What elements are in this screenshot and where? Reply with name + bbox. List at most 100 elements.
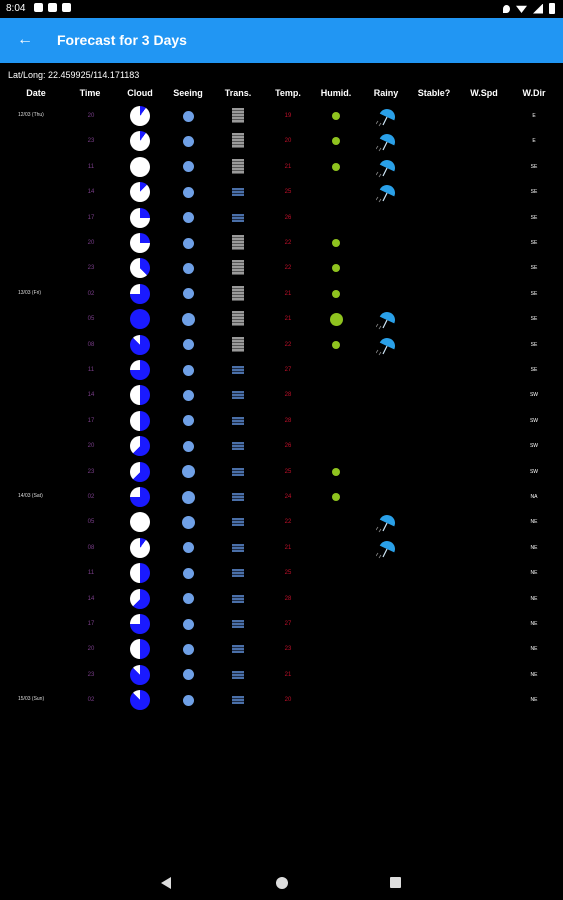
table-row: 08 22 SE	[0, 333, 563, 358]
humidity-icon	[332, 493, 340, 501]
transparency-icon	[232, 416, 244, 425]
umbrella-icon	[375, 158, 398, 178]
row-time: 20	[87, 646, 95, 653]
row-wind-direction: SE	[530, 240, 538, 246]
umbrella-icon	[375, 132, 398, 152]
row-temp: 21	[284, 163, 292, 170]
table-row: 23 22 SE	[0, 256, 563, 281]
seeing-icon	[181, 515, 195, 529]
seeing-icon	[182, 339, 194, 351]
humidity-icon	[329, 312, 343, 326]
notification-icon	[48, 3, 57, 12]
row-temp: 20	[284, 138, 292, 145]
umbrella-icon	[375, 310, 398, 330]
transparency-icon	[232, 493, 244, 501]
row-wind-direction: NA	[530, 494, 538, 500]
seeing-icon	[182, 135, 194, 147]
row-temp: 22	[284, 341, 292, 348]
seeing-icon	[182, 694, 194, 706]
transparency-icon	[232, 366, 244, 374]
nav-back-icon[interactable]	[161, 877, 171, 889]
seeing-icon	[181, 312, 195, 326]
column-header: W.Dir	[522, 88, 546, 98]
table-header: Date Time Cloud Seeing Trans. Temp. Humid. Rain…	[0, 88, 563, 102]
row-date: 15/03 (Sun)	[18, 696, 45, 703]
notification-icon	[62, 3, 71, 12]
cloud-cover-icon	[130, 258, 150, 279]
umbrella-icon	[375, 513, 398, 533]
row-wind-direction: SW	[529, 392, 539, 399]
row-time: 02	[87, 697, 95, 704]
table-row: 11 25 NE	[0, 561, 563, 586]
seeing-icon	[182, 593, 194, 605]
row-time: 23	[87, 671, 95, 678]
humidity-icon	[332, 137, 340, 146]
table-row: 13/03 (Fri) 02 21 SE	[0, 282, 563, 307]
cloud-cover-icon	[130, 690, 150, 711]
row-date: 14/03 (Sat)	[18, 493, 43, 499]
table-row: 14 25 SE	[0, 180, 563, 205]
row-temp: 19	[284, 113, 292, 119]
app-bar: ← Forecast for 3 Days	[0, 18, 563, 63]
cloud-cover-icon	[130, 410, 150, 431]
row-temp: 28	[284, 392, 292, 399]
notification-icons	[34, 3, 71, 12]
seeing-icon	[182, 364, 194, 376]
row-temp: 22	[284, 240, 292, 246]
row-wind-direction: SE	[530, 341, 538, 348]
row-wind-direction: SE	[530, 265, 538, 272]
transparency-icon	[232, 569, 244, 578]
row-time: 14	[87, 595, 95, 602]
seeing-icon	[182, 161, 194, 173]
transparency-icon	[232, 670, 244, 679]
cloud-cover-icon	[130, 283, 150, 304]
umbrella-icon	[375, 539, 398, 559]
row-temp: 26	[284, 443, 292, 450]
row-time: 11	[87, 570, 95, 577]
location-label: Lat/Long: 22.459925/114.171183	[8, 70, 140, 80]
cloud-cover-icon	[130, 487, 150, 507]
table-row: 17 28 SW	[0, 409, 563, 434]
row-time: 23	[87, 138, 95, 145]
row-temp: 25	[284, 468, 292, 475]
transparency-icon	[232, 696, 244, 705]
humidity-icon	[332, 467, 340, 476]
seeing-icon	[182, 618, 194, 630]
row-temp: 28	[284, 417, 292, 424]
row-wind-direction: E	[532, 138, 536, 145]
table-row: 20 23 NE	[0, 637, 563, 662]
cloud-cover-icon	[130, 309, 150, 330]
cloud-cover-icon	[130, 436, 150, 457]
row-wind-direction: NE	[530, 519, 538, 526]
navigation-bar	[0, 864, 563, 900]
transparency-icon	[232, 620, 244, 628]
humidity-icon	[332, 239, 340, 247]
column-header: Cloud	[127, 88, 153, 98]
back-arrow-icon[interactable]: ←	[17, 31, 33, 48]
transparency-icon	[232, 467, 244, 476]
column-header: Date	[26, 88, 46, 98]
row-wind-direction: SE	[530, 163, 538, 170]
cloud-cover-icon	[130, 563, 150, 584]
row-time: 23	[87, 265, 95, 272]
row-wind-direction: E	[532, 113, 536, 119]
transparency-icon	[232, 311, 244, 327]
page-title: Forecast for 3 Days	[57, 32, 187, 48]
row-temp: 27	[284, 621, 292, 627]
transparency-icon	[232, 285, 244, 301]
table-row: 12/03 (Thu) 20 19 E	[0, 104, 563, 129]
row-temp: 22	[284, 519, 292, 526]
cloud-cover-icon	[130, 664, 150, 685]
nav-home-icon[interactable]	[276, 877, 288, 889]
humidity-icon	[332, 112, 340, 120]
nav-recents-icon[interactable]	[390, 877, 401, 888]
humidity-icon	[332, 264, 340, 273]
row-wind-direction: NE	[530, 671, 538, 678]
cloud-cover-icon	[130, 334, 150, 355]
seeing-icon	[182, 542, 194, 554]
cloud-cover-icon	[130, 614, 150, 634]
row-wind-direction: SE	[530, 367, 538, 373]
row-wind-direction: SW	[529, 468, 539, 475]
row-temp: 20	[284, 697, 292, 704]
cloud-cover-icon	[130, 512, 150, 533]
